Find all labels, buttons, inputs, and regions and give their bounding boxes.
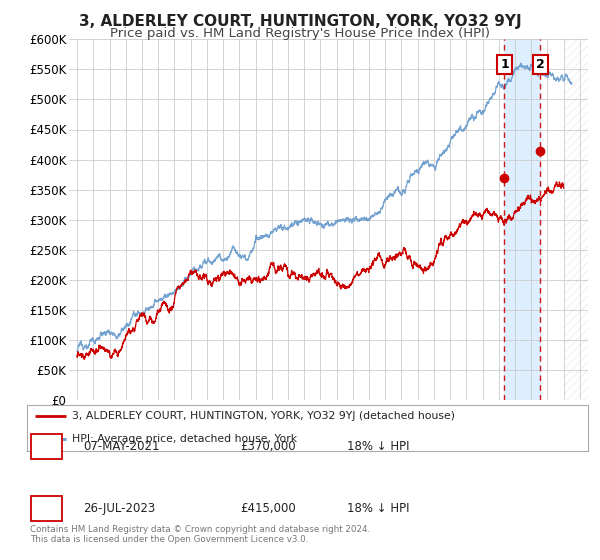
Bar — [563, 39, 588, 400]
Text: 26-JUL-2023: 26-JUL-2023 — [83, 502, 155, 515]
Bar — [563, 39, 588, 400]
Text: 1: 1 — [43, 440, 50, 453]
Text: 07-MAY-2021: 07-MAY-2021 — [83, 440, 160, 453]
Text: 3, ALDERLEY COURT, HUNTINGTON, YORK, YO32 9YJ (detached house): 3, ALDERLEY COURT, HUNTINGTON, YORK, YO3… — [72, 412, 455, 421]
Text: HPI: Average price, detached house, York: HPI: Average price, detached house, York — [72, 435, 297, 444]
Text: 2: 2 — [536, 58, 545, 71]
Text: 1: 1 — [500, 58, 509, 71]
FancyBboxPatch shape — [31, 496, 62, 521]
Text: Contains HM Land Registry data © Crown copyright and database right 2024.
This d: Contains HM Land Registry data © Crown c… — [30, 525, 370, 544]
Text: 18% ↓ HPI: 18% ↓ HPI — [347, 502, 409, 515]
FancyBboxPatch shape — [31, 435, 62, 459]
Text: 2: 2 — [43, 502, 50, 515]
Text: 3, ALDERLEY COURT, HUNTINGTON, YORK, YO32 9YJ: 3, ALDERLEY COURT, HUNTINGTON, YORK, YO3… — [79, 14, 521, 29]
Text: £415,000: £415,000 — [240, 502, 296, 515]
Text: £370,000: £370,000 — [240, 440, 296, 453]
Bar — [505, 39, 541, 400]
Text: 18% ↓ HPI: 18% ↓ HPI — [347, 440, 409, 453]
Text: Price paid vs. HM Land Registry's House Price Index (HPI): Price paid vs. HM Land Registry's House … — [110, 27, 490, 40]
